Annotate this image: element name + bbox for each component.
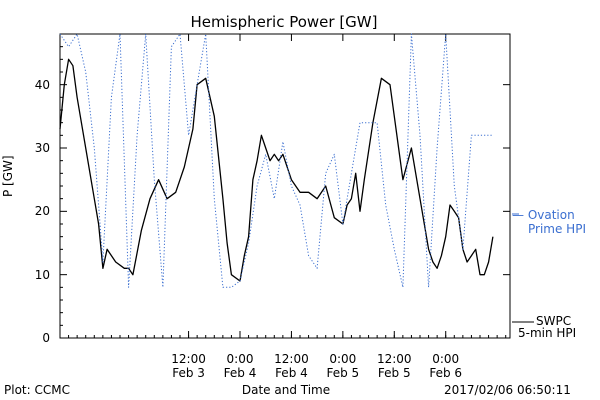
legend-ovation-label-line2: Prime HPI	[528, 222, 586, 236]
y-tick-label: 10	[34, 267, 50, 282]
x-tick-label: 12:00 Feb 5	[359, 352, 429, 380]
legend-ovation-label: — Ovation	[512, 208, 575, 222]
x-tick-label: 12:00 Feb 3	[154, 352, 224, 380]
x-tick-label-time: 0:00	[329, 352, 357, 366]
y-tick-label: 0	[42, 331, 50, 345]
y-axis-label: P [GW]	[1, 155, 15, 197]
x-tick-label: 12:00 Feb 4	[256, 352, 326, 380]
plot-frame	[59, 33, 511, 339]
x-tick-label: 0:00 Feb 6	[411, 352, 481, 380]
x-tick-label-time: 12:00	[171, 352, 206, 366]
x-tick-label-date: Feb 5	[377, 366, 411, 380]
y-tick-label: 20	[34, 204, 50, 219]
x-tick-label: 0:00 Feb 4	[205, 352, 275, 380]
y-tick-label: 40	[34, 77, 50, 92]
x-axis-label: Date and Time	[241, 383, 331, 397]
x-tick-label-date: Feb 6	[429, 366, 463, 380]
legend-swpc-label-line2: 5-min HPI	[518, 326, 577, 340]
axes-layer	[59, 33, 511, 339]
series-layer	[59, 33, 494, 288]
x-tick-label-time: 0:00	[226, 352, 254, 366]
x-tick-label: 0:00 Feb 5	[308, 352, 378, 380]
x-tick-label-time: 12:00	[376, 352, 412, 366]
plot-timestamp: 2017/02/06 06:50:11	[444, 383, 571, 397]
series-line-swpc	[59, 58, 494, 282]
y-tick-label: 30	[34, 141, 50, 155]
chart-title: Hemispheric Power [GW]	[190, 13, 378, 31]
x-tick-label-date: Feb 4	[223, 366, 257, 380]
plot-credit: Plot: CCMC	[4, 383, 70, 397]
x-tick-label-time: 12:00	[274, 352, 309, 366]
x-tick-label-date: Feb 5	[326, 366, 360, 380]
x-tick-label-time: 0:00	[432, 352, 460, 366]
legend-layer	[512, 213, 534, 323]
x-tick-label-date: Feb 3	[172, 366, 205, 380]
x-tick-label-date: Feb 4	[275, 366, 308, 380]
legend-swpc-label: SWPC	[536, 314, 572, 328]
